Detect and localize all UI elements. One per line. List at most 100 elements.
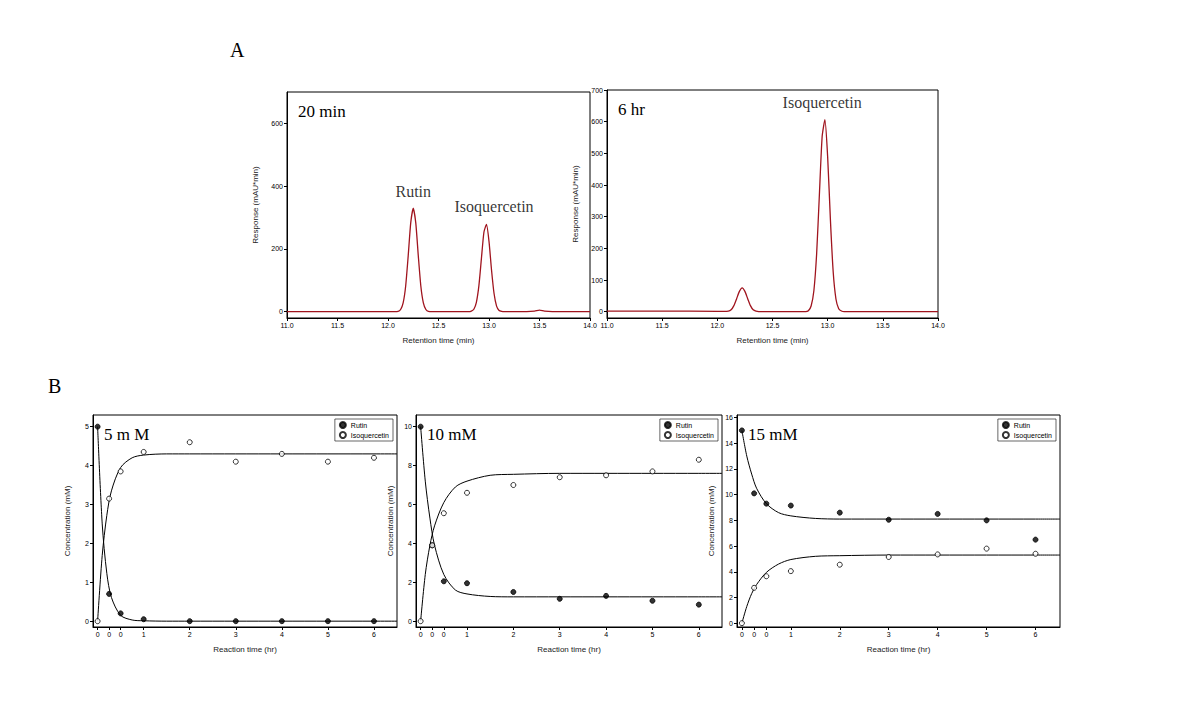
svg-text:0: 0 bbox=[408, 618, 412, 625]
svg-text:200: 200 bbox=[271, 245, 283, 252]
svg-text:Response (mAU*min): Response (mAU*min) bbox=[571, 165, 580, 243]
svg-text:4: 4 bbox=[936, 631, 940, 638]
svg-text:11.5: 11.5 bbox=[656, 322, 669, 329]
svg-text:0: 0 bbox=[119, 631, 123, 638]
svg-text:Concentration (mM): Concentration (mM) bbox=[707, 485, 716, 556]
svg-text:Concentration (mM): Concentration (mM) bbox=[63, 485, 72, 556]
svg-text:Isoquercetin: Isoquercetin bbox=[351, 432, 389, 440]
svg-text:5 m M: 5 m M bbox=[104, 425, 149, 444]
svg-text:12.5: 12.5 bbox=[766, 322, 780, 329]
svg-text:2: 2 bbox=[188, 631, 192, 638]
svg-text:8: 8 bbox=[729, 517, 733, 524]
svg-text:Isoquercetin: Isoquercetin bbox=[455, 198, 534, 216]
svg-text:5: 5 bbox=[326, 631, 330, 638]
svg-text:Isoquercetin: Isoquercetin bbox=[1014, 432, 1052, 440]
svg-text:Concentration (mM): Concentration (mM) bbox=[386, 485, 395, 556]
svg-text:300: 300 bbox=[591, 213, 603, 220]
svg-text:5: 5 bbox=[651, 631, 655, 638]
svg-text:5: 5 bbox=[85, 423, 89, 430]
svg-text:8: 8 bbox=[408, 462, 412, 469]
svg-text:Reaction time (hr): Reaction time (hr) bbox=[867, 645, 931, 654]
svg-text:6: 6 bbox=[697, 631, 701, 638]
svg-text:700: 700 bbox=[591, 87, 603, 94]
svg-text:5: 5 bbox=[985, 631, 989, 638]
svg-text:0: 0 bbox=[107, 631, 111, 638]
svg-text:0: 0 bbox=[764, 631, 768, 638]
svg-text:3: 3 bbox=[558, 631, 562, 638]
svg-text:6: 6 bbox=[729, 543, 733, 550]
svg-text:500: 500 bbox=[591, 150, 603, 157]
svg-text:Response (mAU*min): Response (mAU*min) bbox=[251, 166, 260, 244]
svg-text:1: 1 bbox=[789, 631, 793, 638]
svg-text:B: B bbox=[48, 375, 61, 397]
svg-text:2: 2 bbox=[838, 631, 842, 638]
svg-text:2: 2 bbox=[511, 631, 515, 638]
svg-text:Isoquercetin: Isoquercetin bbox=[783, 94, 862, 112]
svg-text:12.5: 12.5 bbox=[432, 322, 446, 329]
svg-text:Isoquercetin: Isoquercetin bbox=[676, 432, 714, 440]
svg-text:12.0: 12.0 bbox=[381, 322, 395, 329]
svg-text:14.0: 14.0 bbox=[931, 322, 945, 329]
svg-text:3: 3 bbox=[887, 631, 891, 638]
svg-text:6: 6 bbox=[408, 501, 412, 508]
svg-text:10: 10 bbox=[404, 423, 412, 430]
svg-text:0: 0 bbox=[752, 631, 756, 638]
svg-text:0: 0 bbox=[96, 631, 100, 638]
svg-text:600: 600 bbox=[271, 120, 283, 127]
svg-text:4: 4 bbox=[604, 631, 608, 638]
svg-text:Reaction time (hr): Reaction time (hr) bbox=[213, 645, 277, 654]
svg-text:Retention time (min): Retention time (min) bbox=[402, 336, 474, 345]
svg-text:3: 3 bbox=[234, 631, 238, 638]
svg-text:15 mM: 15 mM bbox=[748, 425, 798, 444]
svg-text:2: 2 bbox=[85, 540, 89, 547]
svg-text:Retention time (min): Retention time (min) bbox=[736, 336, 808, 345]
svg-text:10 mM: 10 mM bbox=[427, 425, 477, 444]
svg-text:Rutin: Rutin bbox=[1014, 422, 1030, 429]
svg-text:0: 0 bbox=[279, 308, 283, 315]
svg-text:Rutin: Rutin bbox=[676, 422, 692, 429]
svg-text:Rutin: Rutin bbox=[395, 183, 431, 200]
svg-text:6 hr: 6 hr bbox=[618, 100, 645, 119]
svg-text:6: 6 bbox=[372, 631, 376, 638]
svg-text:0: 0 bbox=[442, 631, 446, 638]
svg-text:1: 1 bbox=[85, 579, 89, 586]
svg-text:12: 12 bbox=[725, 465, 733, 472]
svg-text:400: 400 bbox=[591, 182, 603, 189]
svg-text:3: 3 bbox=[85, 501, 89, 508]
svg-text:4: 4 bbox=[85, 462, 89, 469]
svg-text:20 min: 20 min bbox=[298, 102, 346, 121]
svg-text:0: 0 bbox=[729, 620, 733, 627]
svg-text:13.0: 13.0 bbox=[821, 322, 835, 329]
svg-text:0: 0 bbox=[430, 631, 434, 638]
svg-text:2: 2 bbox=[729, 594, 733, 601]
svg-text:400: 400 bbox=[271, 183, 283, 190]
svg-text:A: A bbox=[230, 39, 245, 61]
svg-text:Rutin: Rutin bbox=[351, 422, 367, 429]
svg-text:0: 0 bbox=[740, 631, 744, 638]
svg-text:4: 4 bbox=[729, 568, 733, 575]
svg-text:13.5: 13.5 bbox=[533, 322, 547, 329]
svg-text:11.0: 11.0 bbox=[600, 322, 613, 329]
svg-text:14: 14 bbox=[725, 440, 733, 447]
svg-text:200: 200 bbox=[591, 245, 603, 252]
svg-text:14.0: 14.0 bbox=[583, 322, 597, 329]
svg-text:13.5: 13.5 bbox=[876, 322, 890, 329]
svg-text:Reaction time (hr): Reaction time (hr) bbox=[537, 645, 601, 654]
svg-text:100: 100 bbox=[591, 277, 603, 284]
svg-text:13.0: 13.0 bbox=[482, 322, 496, 329]
svg-text:4: 4 bbox=[280, 631, 284, 638]
svg-text:6: 6 bbox=[1034, 631, 1038, 638]
svg-text:0: 0 bbox=[419, 631, 423, 638]
svg-text:16: 16 bbox=[725, 414, 733, 421]
svg-text:600: 600 bbox=[591, 118, 603, 125]
svg-text:1: 1 bbox=[465, 631, 469, 638]
svg-text:10: 10 bbox=[725, 491, 733, 498]
svg-text:4: 4 bbox=[408, 540, 412, 547]
svg-text:12.0: 12.0 bbox=[711, 322, 725, 329]
svg-text:1: 1 bbox=[142, 631, 146, 638]
svg-text:0: 0 bbox=[85, 618, 89, 625]
svg-text:11.0: 11.0 bbox=[280, 322, 293, 329]
svg-text:2: 2 bbox=[408, 579, 412, 586]
svg-text:11.5: 11.5 bbox=[331, 322, 344, 329]
svg-text:0: 0 bbox=[599, 308, 603, 315]
